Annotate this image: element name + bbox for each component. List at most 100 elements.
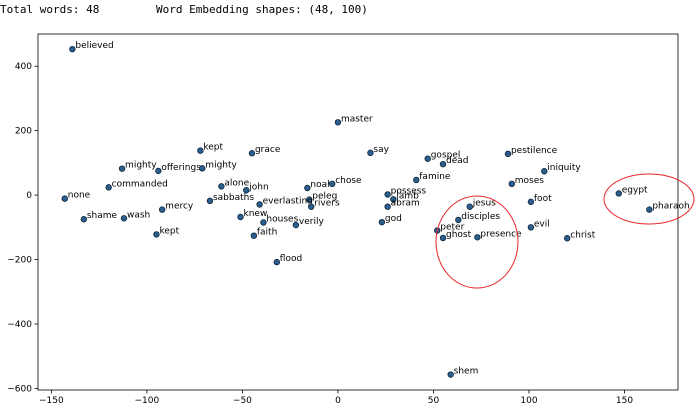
point-shem xyxy=(447,371,454,378)
y-tick-label: −600 xyxy=(7,384,32,394)
point-label-pestilence: pestilence xyxy=(511,146,558,156)
point-grace xyxy=(248,150,256,157)
plot-area: −150 −100 −50 0 50 100 150 400 200 0 −200 −400 −600 b… xyxy=(7,33,695,406)
y-tick-label: 0 xyxy=(26,191,32,201)
point-label-kept: kept xyxy=(203,143,223,153)
point-gospel xyxy=(424,155,431,162)
point-peleg xyxy=(306,196,313,203)
point-chose xyxy=(329,180,336,188)
point-none xyxy=(61,195,68,202)
point-pharaoh xyxy=(646,206,653,213)
point-label-faith: faith xyxy=(257,228,277,238)
point-label-mighty: mighty xyxy=(125,161,157,171)
point-shame xyxy=(80,216,88,223)
point-mighty xyxy=(118,165,126,172)
point-label-say: say xyxy=(373,145,389,155)
point-label-iniquity: iniquity xyxy=(547,163,581,173)
point-label-none: none xyxy=(68,191,91,201)
point-label-famine: famine xyxy=(419,172,451,182)
point-mercy xyxy=(158,206,166,213)
point-label-ghost: ghost xyxy=(446,230,472,240)
point-jesus xyxy=(466,203,473,210)
point-say xyxy=(367,149,374,157)
point-label-lamb: lamb xyxy=(396,191,419,201)
embedding-shape-text: Word Embedding shapes: (48, 100) xyxy=(156,3,368,16)
point-label-abram: abram xyxy=(391,199,420,209)
point-master xyxy=(334,119,342,126)
point-label-chose: chose xyxy=(335,176,362,186)
point-verily xyxy=(292,221,300,229)
point-label-shem: shem xyxy=(454,367,479,377)
x-tick-label: −150 xyxy=(39,396,64,406)
point-label-alone: alone xyxy=(224,178,249,188)
point-label-wash: wash xyxy=(127,210,150,220)
point-label-master: master xyxy=(341,114,373,124)
y-tick-label: 400 xyxy=(15,62,32,72)
y-tick-label: −200 xyxy=(7,256,32,266)
point-pestilence xyxy=(504,150,512,158)
point-label-verily: verily xyxy=(299,217,325,227)
point-label-believed: believed xyxy=(75,41,113,51)
annotation-ellipse-apostles xyxy=(435,195,519,289)
point-label-gospel: gospel xyxy=(431,151,461,161)
point-flood xyxy=(273,258,281,266)
point-label-john: john xyxy=(248,182,268,192)
point-believed xyxy=(69,45,76,53)
point-label-grace: grace xyxy=(255,145,281,155)
point-label-dead: dead xyxy=(446,156,468,166)
point-label-offerings: offerings xyxy=(161,163,201,173)
point-commanded xyxy=(105,184,112,191)
annotation-ellipse-egypt xyxy=(603,173,695,225)
x-tick-label: 50 xyxy=(428,396,440,406)
point-kept xyxy=(197,147,204,154)
point-alone xyxy=(218,183,225,190)
point-god xyxy=(378,218,386,226)
point-john xyxy=(243,187,250,194)
axes-frame xyxy=(37,33,679,391)
point-label-peleg: peleg xyxy=(312,192,337,202)
point-label-jesus: jesus xyxy=(472,199,496,209)
point-label-evil: evil xyxy=(534,219,550,229)
point-everlasting xyxy=(256,201,263,208)
x-tick-label: −100 xyxy=(135,396,160,406)
point-faith xyxy=(250,232,258,239)
point-label-rivers: rivers xyxy=(314,199,340,209)
point-label-mercy: mercy xyxy=(165,202,194,212)
point-iniquity xyxy=(541,168,548,175)
point-houses xyxy=(260,219,267,226)
point-foot xyxy=(527,198,535,206)
point-dead xyxy=(439,160,447,168)
point-label-noah: noah xyxy=(310,180,332,190)
point-ghost xyxy=(439,234,447,242)
point-label-moses: moses xyxy=(515,176,544,186)
point-label-sabbaths: sabbaths xyxy=(213,193,254,203)
point-disciples xyxy=(455,216,462,224)
point-famine xyxy=(413,176,420,184)
total-words-text: Total words: 48 xyxy=(0,3,100,16)
point-label-presence: presence xyxy=(480,229,522,239)
y-tick-label: 200 xyxy=(15,127,32,137)
point-label-everlasting: everlasting xyxy=(263,196,313,206)
point-label-disciples: disciples xyxy=(461,212,500,222)
x-tick-label: 100 xyxy=(520,396,537,406)
point-christ xyxy=(563,235,571,242)
point-moses xyxy=(508,180,515,188)
point-label-commanded: commanded xyxy=(112,179,168,189)
output-header: Total words: 48 Word Embedding shapes: (… xyxy=(0,0,700,20)
x-tick-label: −50 xyxy=(233,396,252,406)
point-label-possess: possess xyxy=(391,186,427,196)
y-tick-label: −400 xyxy=(7,320,32,330)
point-label-knew: knew xyxy=(244,209,268,219)
point-evil xyxy=(527,224,535,231)
point-knew xyxy=(237,213,244,221)
point-label-foot: foot xyxy=(534,194,552,204)
point-label-houses: houses xyxy=(266,214,298,224)
point-label-pharaoh: pharaoh xyxy=(652,202,689,212)
x-tick-label: 150 xyxy=(616,396,633,406)
point-rivers xyxy=(307,203,315,210)
point-lamb xyxy=(390,196,397,203)
point-abram xyxy=(384,203,391,210)
point-label-shame: shame xyxy=(87,211,118,221)
point-label-mighty: mighty xyxy=(205,160,237,170)
